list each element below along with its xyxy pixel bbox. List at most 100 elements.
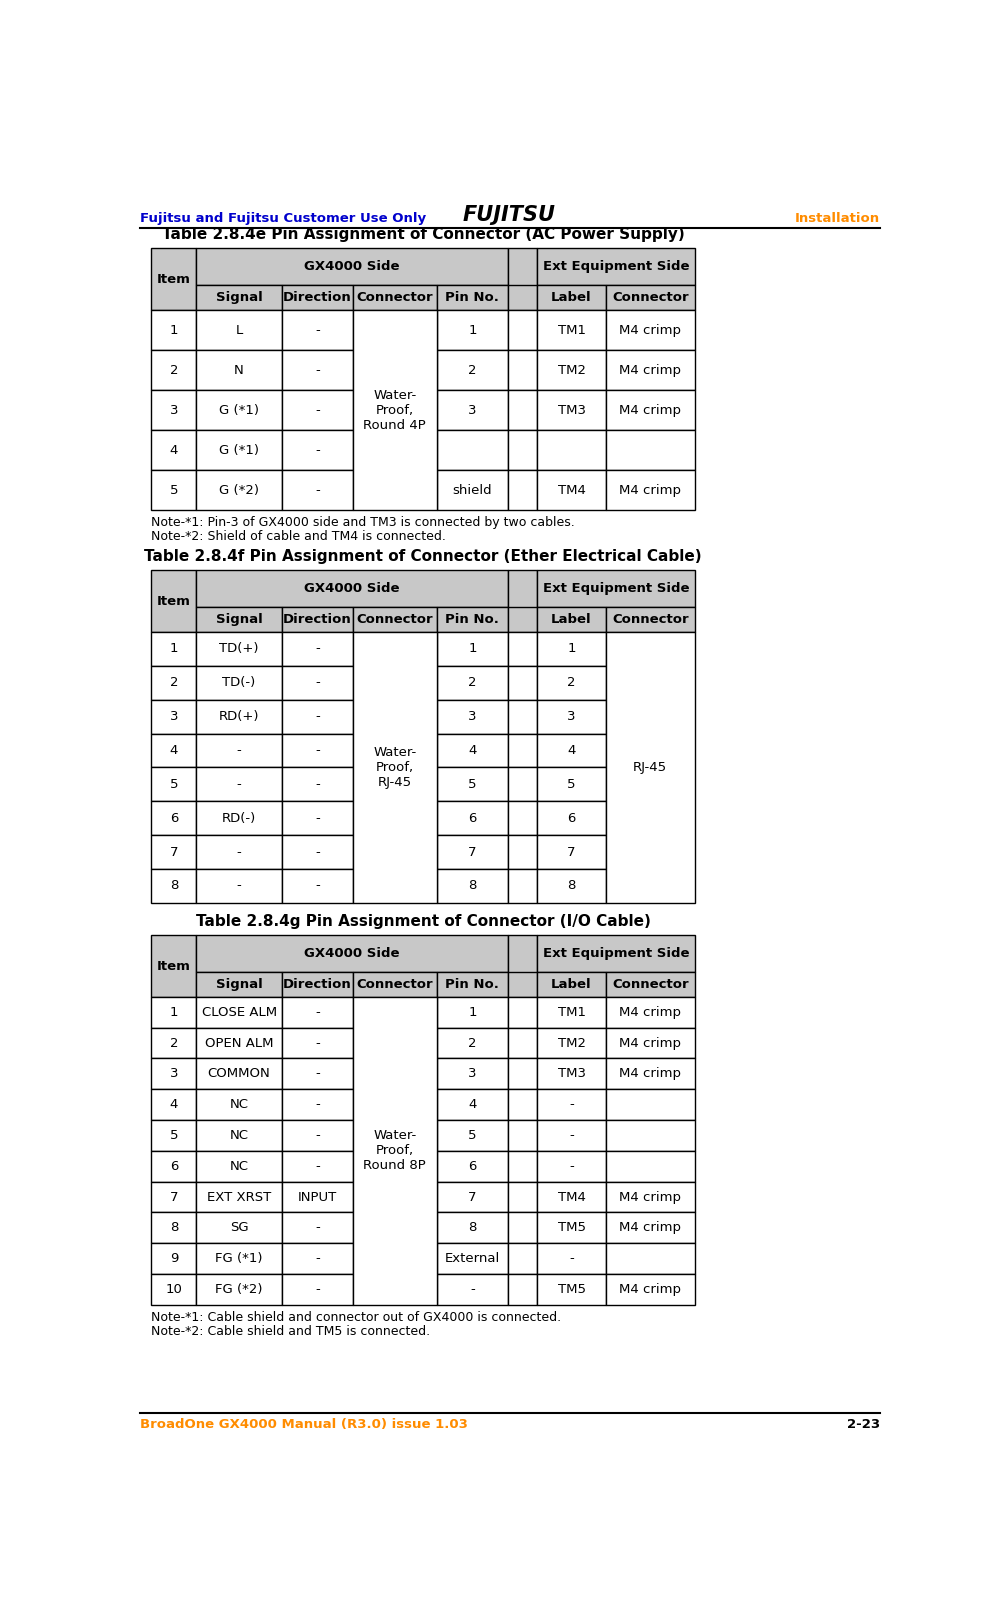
Bar (605, 1243, 694, 1274)
Text: 3: 3 (467, 1067, 476, 1080)
Bar (436, 997, 508, 1028)
Text: -: - (469, 1282, 474, 1295)
Text: TM3: TM3 (557, 1067, 584, 1080)
Bar (151, 1243, 196, 1274)
Bar (537, 1120, 605, 1151)
Text: 6: 6 (170, 1159, 178, 1172)
Bar (436, 666, 508, 700)
Bar (508, 470, 537, 511)
Text: EXT XRST: EXT XRST (207, 1190, 271, 1203)
Bar (436, 1243, 508, 1274)
Bar (537, 734, 605, 767)
Text: -: - (315, 880, 319, 893)
Text: 5: 5 (170, 778, 178, 791)
Bar (151, 835, 196, 869)
Text: -: - (237, 744, 242, 757)
Text: N: N (234, 363, 244, 376)
Bar (508, 1213, 537, 1243)
Bar (353, 608, 436, 632)
Text: 5: 5 (567, 778, 576, 791)
Bar (508, 835, 537, 869)
Bar (436, 310, 508, 350)
Text: SG: SG (230, 1221, 248, 1234)
Bar (508, 310, 537, 350)
Bar (196, 350, 281, 391)
Text: M4 crimp: M4 crimp (618, 363, 681, 376)
Bar (151, 1059, 196, 1089)
Bar (196, 1059, 281, 1089)
Text: Label: Label (551, 977, 591, 990)
Bar (605, 1089, 694, 1120)
Text: 1: 1 (567, 642, 576, 655)
Bar (151, 310, 196, 350)
Bar (537, 310, 605, 350)
Text: TD(+): TD(+) (219, 642, 258, 655)
Bar (353, 285, 436, 310)
Bar (281, 285, 353, 310)
Bar (353, 997, 436, 1305)
Bar (281, 310, 353, 350)
Bar (196, 285, 281, 310)
Text: -: - (569, 1251, 574, 1264)
Text: 3: 3 (567, 710, 576, 723)
Bar (537, 1089, 605, 1120)
Bar (605, 350, 694, 391)
Bar (508, 1274, 537, 1305)
Bar (151, 430, 196, 470)
Text: L: L (236, 324, 243, 337)
Text: 5: 5 (467, 778, 476, 791)
Bar (196, 666, 281, 700)
Bar (537, 666, 605, 700)
Bar (151, 767, 196, 801)
Bar (537, 1059, 605, 1089)
Text: 2: 2 (170, 1036, 178, 1049)
Bar (196, 1274, 281, 1305)
Bar (151, 801, 196, 835)
Bar (281, 835, 353, 869)
Bar (196, 1182, 281, 1213)
Text: 1: 1 (170, 642, 178, 655)
Bar (508, 608, 537, 632)
Text: 8: 8 (567, 880, 576, 893)
Bar (151, 666, 196, 700)
Text: 1: 1 (467, 324, 476, 337)
Bar (537, 285, 605, 310)
Bar (281, 391, 353, 430)
Bar (436, 1213, 508, 1243)
Text: -: - (315, 404, 319, 417)
Bar (508, 1089, 537, 1120)
Bar (537, 1151, 605, 1182)
Bar (281, 666, 353, 700)
Bar (605, 1151, 694, 1182)
Text: M4 crimp: M4 crimp (618, 1190, 681, 1203)
Bar (196, 1120, 281, 1151)
Text: 5: 5 (170, 483, 178, 496)
Bar (281, 608, 353, 632)
Text: M4 crimp: M4 crimp (618, 404, 681, 417)
Text: 7: 7 (467, 1190, 476, 1203)
Text: 8: 8 (468, 1221, 476, 1234)
Text: External: External (444, 1251, 499, 1264)
Bar (281, 1243, 353, 1274)
Text: M4 crimp: M4 crimp (618, 483, 681, 496)
Bar (605, 391, 694, 430)
Text: TM5: TM5 (557, 1221, 584, 1234)
Bar (151, 734, 196, 767)
Bar (281, 1213, 353, 1243)
Bar (196, 391, 281, 430)
Text: RD(-): RD(-) (222, 812, 255, 825)
Bar (151, 700, 196, 734)
Text: M4 crimp: M4 crimp (618, 1067, 681, 1080)
Bar (605, 430, 694, 470)
Bar (196, 632, 281, 666)
Text: -: - (315, 363, 319, 376)
Bar (508, 1182, 537, 1213)
Text: -: - (237, 778, 242, 791)
Text: 2-23: 2-23 (846, 1418, 879, 1431)
Text: -: - (315, 1097, 319, 1110)
Bar (436, 869, 508, 903)
Text: -: - (315, 1221, 319, 1234)
Bar (508, 700, 537, 734)
Bar (537, 350, 605, 391)
Bar (436, 700, 508, 734)
